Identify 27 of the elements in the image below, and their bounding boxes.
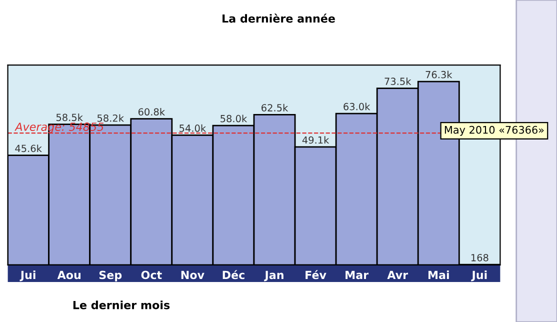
x-tick-label: Oct bbox=[141, 270, 162, 280]
data-label: 54.0k bbox=[180, 124, 206, 132]
data-label: 63.0k bbox=[344, 102, 370, 110]
data-label: 168 bbox=[471, 254, 488, 262]
data-label: 60.8k bbox=[138, 108, 166, 116]
x-tick-label: Mar bbox=[346, 270, 369, 280]
x-tick-label: Déc bbox=[222, 270, 244, 280]
annotation: May 2010 «76366» bbox=[444, 126, 544, 136]
x-tick-label: Avr bbox=[387, 270, 408, 280]
x-tick-label: Mai bbox=[428, 270, 449, 280]
text: Le dernier mois bbox=[73, 300, 170, 310]
x-tick-label: Sep bbox=[99, 270, 122, 282]
data-label: 45.6k bbox=[15, 144, 42, 152]
data-label: 58.2k bbox=[97, 114, 124, 122]
x-tick-label: Aou bbox=[57, 270, 80, 280]
chart-title: La dernière année bbox=[222, 14, 335, 23]
x-tick-label: Nov bbox=[181, 270, 204, 280]
data-label: 62.5k bbox=[262, 104, 288, 112]
x-tick-label: Fév bbox=[306, 270, 326, 280]
x-tick-label: Jui bbox=[20, 270, 36, 282]
data-label: 58.5k bbox=[56, 114, 83, 122]
x-tick-label: Jan bbox=[264, 270, 284, 282]
data-label: 49.1k bbox=[302, 136, 330, 144]
data-label: 58.0k bbox=[220, 114, 248, 122]
data-label: 73.5k bbox=[384, 77, 412, 86]
x-tick-label: Jui bbox=[471, 270, 487, 282]
data-label: 76.3k bbox=[426, 70, 452, 78]
